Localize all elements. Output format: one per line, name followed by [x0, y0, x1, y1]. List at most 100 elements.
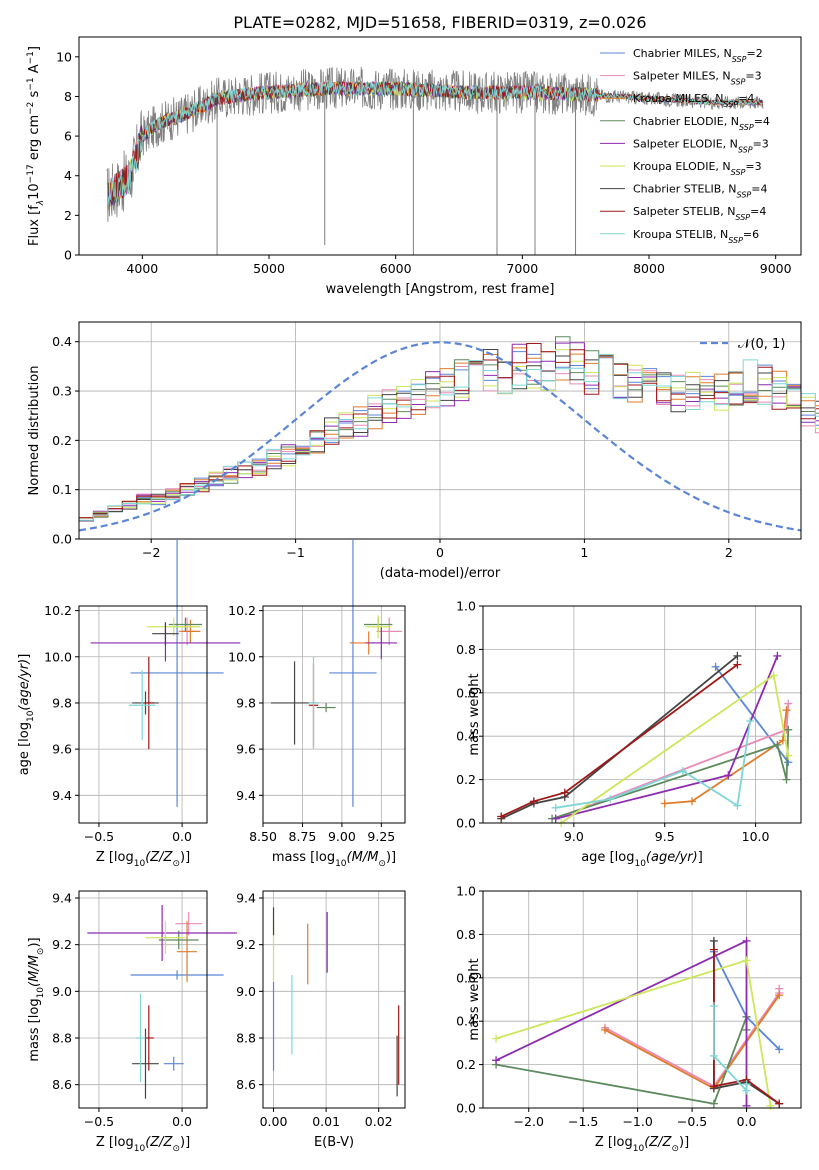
y-axis-label: mass weight — [467, 958, 482, 1040]
plus-marker — [769, 671, 778, 680]
label-part: )] — [180, 1135, 190, 1150]
legend-sub: SSP — [731, 77, 746, 86]
y-tick-label: 0.2 — [456, 1057, 476, 1072]
x-axis-label-text: Z [log — [595, 1135, 633, 1150]
series-line — [495, 939, 748, 1106]
label-part: ⊙ — [671, 1144, 679, 1154]
y-tick-label: 0.3 — [52, 384, 72, 399]
legend-label: 𝒩(0, 1) — [738, 337, 785, 352]
series-group — [660, 706, 791, 808]
legend-nssp: 3 — [755, 160, 762, 173]
legend-name: Chabrier MILES, N — [633, 47, 732, 60]
x-axis-label: Z [log10(Z/Z⊙)] — [96, 850, 190, 869]
errorbar-point — [376, 617, 402, 646]
x-tick-label: 9.0 — [564, 829, 584, 844]
x-axis-label-text: age [log — [581, 850, 634, 865]
y-tick-label: 9.0 — [236, 984, 256, 999]
y-tick-label: 0.4 — [52, 334, 72, 349]
plot-area — [78, 336, 819, 539]
label-part: (M/M — [347, 850, 379, 865]
axes-frame — [78, 605, 208, 824]
series-line — [500, 655, 738, 820]
x-tick-label: −1 — [286, 545, 304, 560]
legend-nssp: 3 — [755, 70, 762, 83]
x-tick-label: 10.0 — [742, 829, 770, 844]
series-group — [551, 717, 755, 812]
label-part: 10 — [27, 183, 42, 200]
x-tick-label: −0.5 — [84, 1114, 114, 1129]
errorbar-point — [365, 626, 398, 660]
y-tick-label: 4 — [64, 168, 72, 183]
label-part: −17 — [26, 164, 36, 183]
panel-4: 9.0 9.5 10.0 0.0 0.2 0.4 0.6 0.8 1.0 age [log10(a… — [456, 599, 802, 869]
y-tick-label: 0.4 — [456, 729, 476, 744]
legend-nssp: 4 — [760, 183, 767, 196]
plus-marker — [600, 1025, 609, 1034]
x-axis-label-text: wavelength [Angstrom, rest frame] — [326, 282, 555, 297]
errorbar-point — [365, 615, 391, 639]
axes-frame — [262, 890, 406, 1109]
y-tick-label: 9.8 — [236, 695, 256, 710]
figure-title: PLATE=0282, MJD=51658, FIBERID=0319, z=0… — [233, 13, 646, 32]
errorbar-point — [152, 622, 179, 646]
label-part: )] — [679, 1135, 689, 1150]
series-group — [711, 662, 793, 767]
label-part: ] — [17, 654, 32, 659]
residual-histogram — [78, 349, 819, 539]
legend-label: Chabrier STELIB, NSSP=4 — [633, 183, 767, 200]
legend-label: Salpeter MILES, NSSP=3 — [633, 70, 762, 87]
plus-marker — [775, 991, 784, 1000]
errorbar-point — [87, 905, 237, 961]
plus-marker — [492, 1034, 501, 1043]
panel-3: 8.50 8.75 9.00 9.25 9.4 9.6 9.8 10.0 10.2 mass [l… — [228, 539, 406, 869]
legend-eq: = — [746, 47, 755, 60]
label-part: )] — [180, 850, 190, 865]
y-tick-label: 0 — [64, 248, 72, 263]
plot-area — [90, 539, 241, 807]
residual-histogram — [78, 354, 819, 539]
y-tick-label: 9.4 — [236, 788, 256, 803]
y-tick-label: 0.0 — [456, 1101, 476, 1116]
label-part: −1 — [26, 51, 36, 64]
plus-marker — [660, 799, 669, 808]
x-tick-label: 8000 — [633, 261, 665, 276]
y-tick-label: 0.8 — [456, 642, 476, 657]
y-tick-label: 0.2 — [456, 772, 476, 787]
legend-sub: SSP — [728, 235, 743, 244]
x-tick-label: 9.25 — [367, 829, 395, 844]
plus-marker — [711, 662, 720, 671]
legend-eq: = — [751, 183, 760, 196]
x-axis-label: mass [log10(M/M⊙)] — [272, 850, 396, 869]
errorbar-point — [132, 1028, 159, 1099]
axes-frame — [78, 36, 802, 256]
x-tick-label: −1.5 — [568, 1114, 598, 1129]
x-tick-label: 0.0 — [172, 829, 192, 844]
y-tick-label: 10.2 — [44, 603, 72, 618]
y-tick-label: 10 — [56, 49, 72, 64]
legend-label: Kroupa ELODIE, NSSP=3 — [633, 160, 762, 177]
y-tick-label: 2 — [64, 208, 72, 223]
x-tick-label: 8.50 — [249, 829, 277, 844]
x-axis-label: age [log10(age/yr)] — [581, 850, 703, 869]
errorbar-point — [180, 619, 201, 643]
plus-marker — [709, 1051, 718, 1060]
x-tick-label: 7000 — [506, 261, 538, 276]
label-part: )] — [386, 850, 396, 865]
axes-frame — [262, 605, 406, 824]
plus-marker — [606, 795, 615, 804]
plot-area — [492, 936, 784, 1110]
label-part: (Z/Z — [145, 850, 173, 865]
residual-histogram — [78, 343, 819, 539]
y-tick-label: 9.4 — [52, 788, 72, 803]
label-part: −1 — [26, 77, 36, 90]
x-tick-label: −2 — [142, 545, 160, 560]
label-part: 10 — [335, 859, 347, 869]
x-tick-label: −2.0 — [514, 1114, 544, 1129]
y-tick-label: 10.0 — [44, 649, 72, 664]
x-axis-label-text: Z [log — [96, 1135, 134, 1150]
legend-eq: = — [745, 160, 754, 173]
plot-area — [106, 66, 764, 255]
x-tick-label: −0.5 — [677, 1114, 707, 1129]
plus-marker — [784, 699, 793, 708]
plus-marker — [775, 1045, 784, 1054]
